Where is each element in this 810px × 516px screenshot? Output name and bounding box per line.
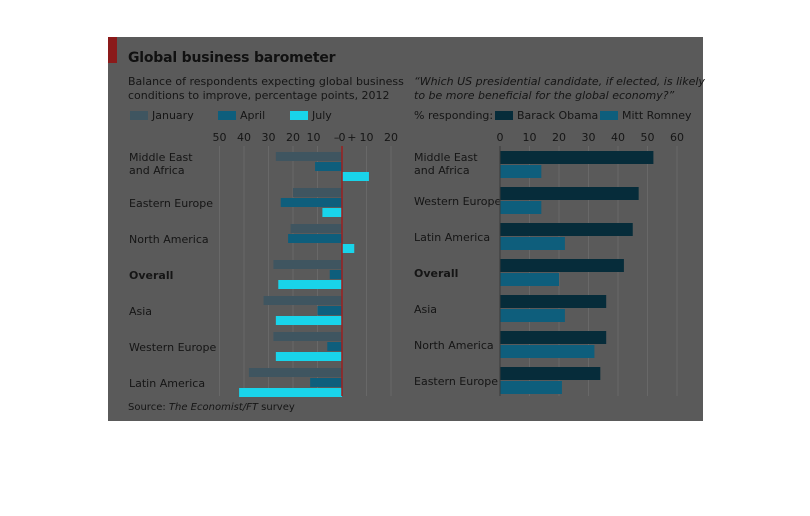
- left-bar-july: [322, 208, 342, 217]
- legend-label-july: July: [312, 109, 332, 122]
- left-bar-january: [290, 224, 342, 233]
- chart-title: Global business barometer: [128, 50, 336, 66]
- left-subtitle-line1: Balance of respondents expecting global …: [128, 75, 404, 88]
- source-prefix: Source:: [128, 402, 169, 413]
- right-bar-mitt-romney: [500, 237, 565, 250]
- legend-label-obama: Barack Obama: [517, 109, 599, 122]
- right-category-label: Western Europe: [414, 195, 502, 208]
- right-bar-barack-obama: [500, 259, 624, 272]
- right-category-label: Latin America: [414, 231, 490, 244]
- left-bar-january: [263, 296, 342, 305]
- left-x-tick-label: 50: [213, 131, 227, 144]
- right-category-label: North America: [414, 339, 494, 352]
- right-x-tick-label: 50: [641, 131, 655, 144]
- right-category-label: Eastern Europe: [414, 375, 498, 388]
- right-category-label: Middle East: [414, 151, 478, 164]
- left-bar-july: [275, 352, 342, 361]
- left-bar-april: [317, 306, 342, 315]
- right-bar-barack-obama: [500, 367, 601, 380]
- left-bar-january: [273, 260, 342, 269]
- accent-bar: [108, 37, 117, 63]
- left-bar-april: [310, 378, 342, 387]
- source-note: Source: The Economist/FT survey: [128, 402, 295, 413]
- legend-prefix: % responding:: [414, 109, 494, 122]
- left-bar-april: [288, 234, 342, 243]
- right-bar-mitt-romney: [500, 381, 562, 394]
- legend-label-april: April: [240, 109, 266, 122]
- right-bar-mitt-romney: [500, 165, 542, 178]
- right-bar-mitt-romney: [500, 345, 595, 358]
- legend-label-romney: Mitt Romney: [622, 109, 692, 122]
- right-x-tick-label: 60: [670, 131, 684, 144]
- legend-swatch-april: [218, 111, 236, 120]
- left-bar-january: [273, 332, 342, 341]
- right-category-label: Overall: [414, 267, 458, 280]
- left-category-label: Asia: [129, 305, 152, 318]
- left-x-tick-label: 40: [237, 131, 251, 144]
- left-category-label: Eastern Europe: [129, 197, 213, 210]
- left-bar-april: [329, 270, 342, 279]
- left-x-tick-label: –: [334, 131, 340, 144]
- left-category-label: Overall: [129, 269, 173, 282]
- right-bar-barack-obama: [500, 151, 654, 164]
- right-x-tick-label: 30: [582, 131, 596, 144]
- right-bar-mitt-romney: [500, 309, 565, 322]
- right-x-tick-label: 20: [552, 131, 566, 144]
- source-suffix: survey: [257, 402, 295, 413]
- left-bar-april: [315, 162, 342, 171]
- left-category-label: Middle East: [129, 151, 193, 164]
- source-italic: The Economist/FT: [168, 402, 258, 413]
- right-bar-mitt-romney: [500, 273, 559, 286]
- left-x-tick-label: 20: [384, 131, 398, 144]
- right-x-tick-label: 10: [523, 131, 537, 144]
- right-x-tick-label: 0: [497, 131, 504, 144]
- left-x-tick-label: 0: [339, 131, 346, 144]
- left-category-label: North America: [129, 233, 209, 246]
- right-bar-mitt-romney: [500, 201, 542, 214]
- legend-swatch-january: [130, 111, 148, 120]
- right-subtitle-line2: to be more beneficial for the global eco…: [414, 89, 675, 102]
- right-category-label: and Africa: [414, 164, 470, 177]
- left-bar-july: [239, 388, 342, 397]
- left-x-tick-label: +: [347, 131, 356, 144]
- left-x-tick-label: 10: [307, 131, 321, 144]
- right-bar-barack-obama: [500, 223, 633, 236]
- legend-swatch-romney: [600, 111, 618, 120]
- left-bar-july: [278, 280, 342, 289]
- right-bar-barack-obama: [500, 295, 607, 308]
- left-x-tick-label: 30: [262, 131, 276, 144]
- left-category-label: Western Europe: [129, 341, 217, 354]
- legend-swatch-obama: [495, 111, 513, 120]
- left-bar-january: [293, 188, 342, 197]
- left-x-tick-label: 10: [360, 131, 374, 144]
- left-bar-july: [275, 316, 342, 325]
- left-x-tick-label: 20: [286, 131, 300, 144]
- legend-swatch-july: [290, 111, 308, 120]
- right-category-label: Asia: [414, 303, 437, 316]
- left-bar-january: [248, 368, 342, 377]
- legend-label-january: January: [152, 109, 194, 122]
- right-bar-barack-obama: [500, 187, 639, 200]
- left-subtitle-line2: conditions to improve, percentage points…: [128, 89, 390, 102]
- left-category-label: Latin America: [129, 377, 205, 390]
- left-bar-april: [327, 342, 342, 351]
- right-x-tick-label: 40: [611, 131, 625, 144]
- left-bar-july: [342, 172, 369, 181]
- left-bar-july: [342, 244, 355, 253]
- left-bar-january: [275, 152, 342, 161]
- right-subtitle-line1: “Which US presidential candidate, if ele…: [414, 75, 705, 88]
- right-bar-barack-obama: [500, 331, 607, 344]
- left-bar-april: [280, 198, 342, 207]
- left-category-label: and Africa: [129, 164, 185, 177]
